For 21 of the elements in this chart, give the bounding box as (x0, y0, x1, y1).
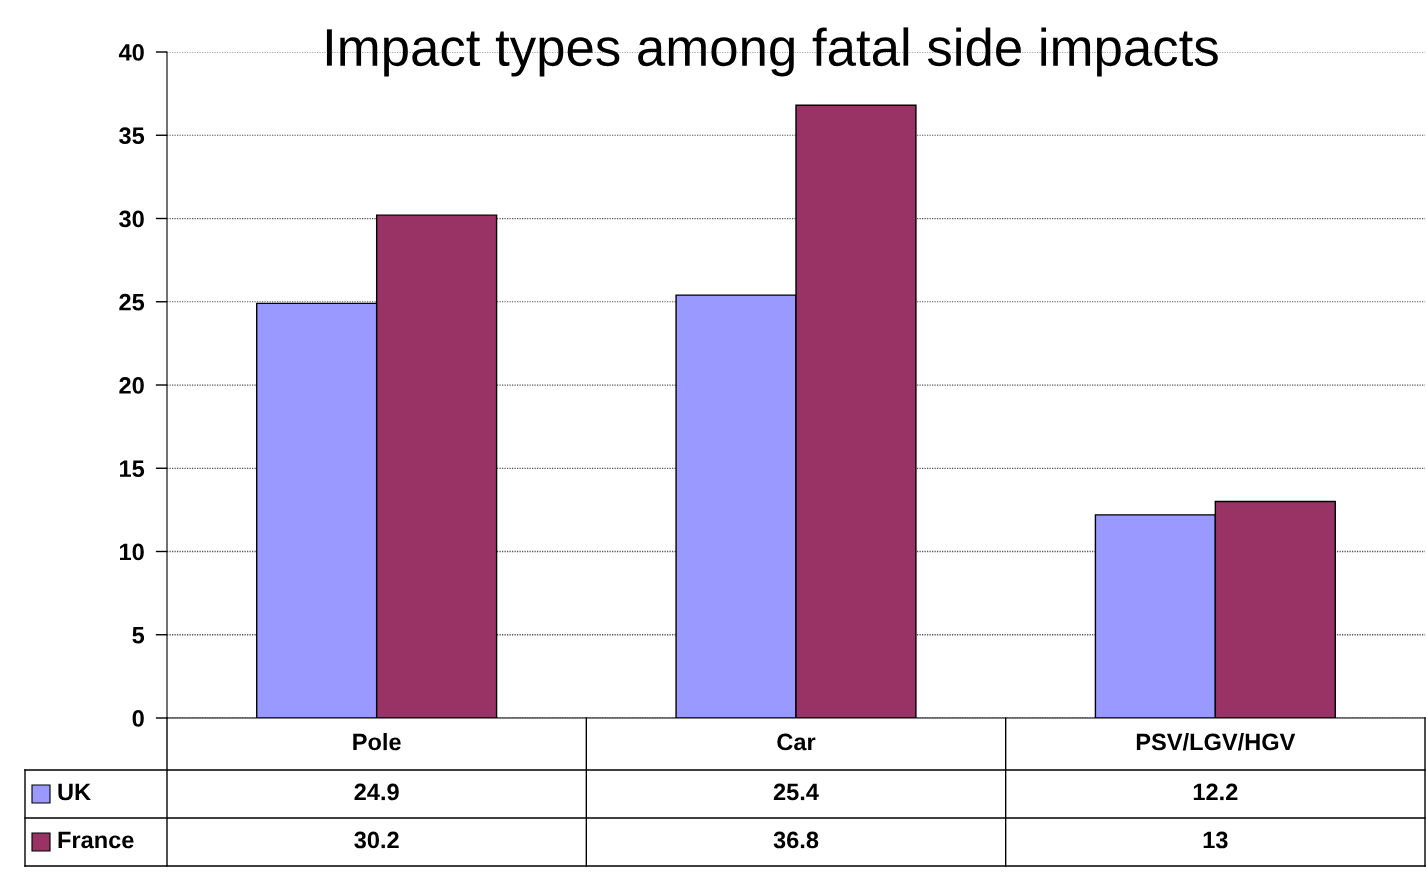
data-label: 13 (1203, 831, 1228, 849)
x-tick-label: PSV/LGV/HGV (1136, 732, 1296, 751)
data-label: 30.2 (354, 831, 399, 849)
data-label: 36.8 (773, 831, 819, 849)
legend-label: France (58, 831, 134, 849)
y-tick-label: 30 (119, 210, 144, 228)
x-tick-label: Car (777, 733, 816, 751)
y-tick-label: 35 (119, 127, 145, 145)
y-tick-label: 25 (119, 293, 145, 311)
y-tick-label: 5 (132, 627, 145, 644)
y-tick-label: 15 (120, 460, 145, 478)
data-label: 12.2 (1193, 783, 1238, 801)
y-tick-label: 20 (119, 377, 144, 394)
chart-title: Impact types among fatal side impacts (326, 27, 1218, 77)
data-label: 24.9 (354, 783, 399, 801)
data-label: 25.4 (773, 783, 819, 801)
y-tick-label: 0 (132, 710, 144, 727)
y-tick-label: 10 (120, 543, 144, 561)
y-tick-label: 40 (118, 44, 144, 61)
x-tick-label: Pole (353, 732, 401, 751)
legend-label: UK (58, 783, 91, 801)
